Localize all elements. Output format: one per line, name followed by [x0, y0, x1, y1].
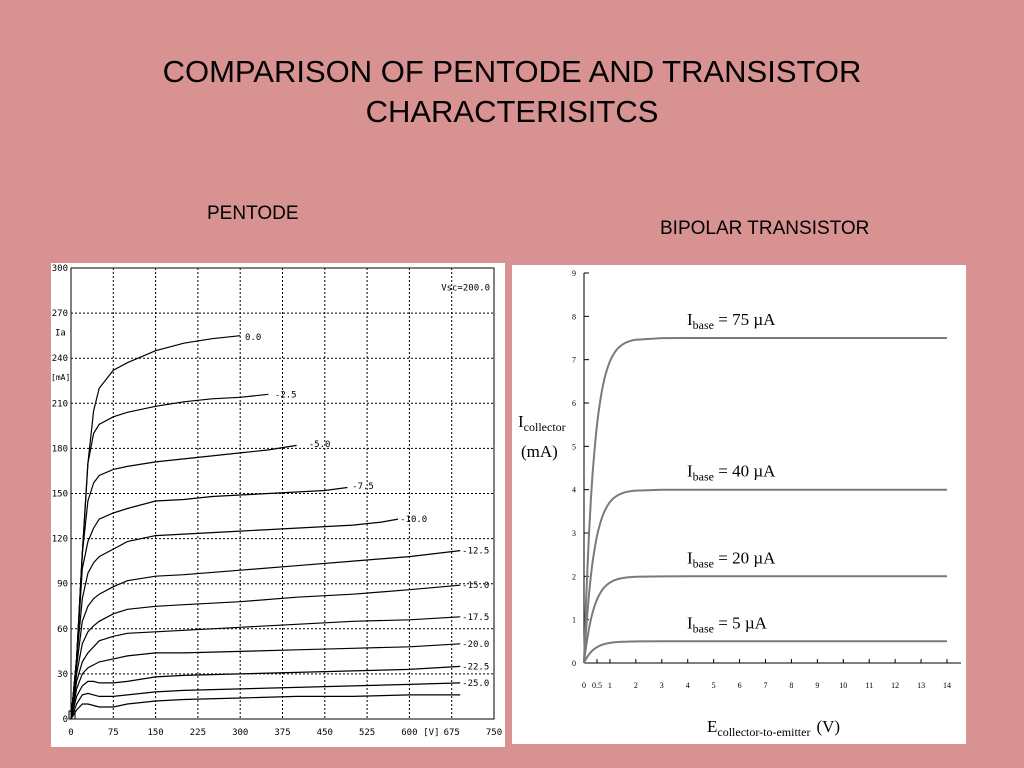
pentode-y-tick-label: 210	[52, 399, 68, 409]
bjt-x-tick-label: 7	[764, 681, 768, 690]
pentode-y-tick-label: 150	[52, 490, 68, 500]
pentode-curve	[70, 444, 297, 720]
bjt-y-tick-label: 5	[572, 442, 576, 451]
pentode-curve	[70, 616, 461, 720]
bjt-curve	[583, 640, 947, 664]
bjt-curve	[583, 337, 947, 664]
pentode-x-tick-label: 150	[147, 728, 163, 738]
bjt-curve-label: Ibase = 5 µA	[687, 613, 768, 635]
bjt-x-tick-label: 3	[660, 681, 664, 690]
bjt-x-tick-label: 1	[608, 681, 612, 690]
pentode-curve	[70, 665, 461, 720]
bjt-curve-label: Ibase = 75 µA	[687, 310, 776, 332]
pentode-curve-label: -12.5	[462, 547, 489, 557]
bjt-x-tick-label: 10	[839, 681, 847, 690]
bjt-x-tick-label: 0.5	[592, 681, 602, 690]
slide-title-line1: COMPARISON OF PENTODE AND TRANSISTOR	[162, 54, 862, 89]
bjt-x-tick-label: 2	[634, 681, 638, 690]
pentode-y-unit: [mA]	[51, 373, 70, 382]
pentode-chart: 0 75 150 225 300 375 450 525 600 675 750 0 30 60 90 120…	[51, 264, 502, 738]
bjt-curve	[583, 575, 947, 664]
bjt-x-tick-label: 12	[891, 681, 899, 690]
pentode-curve	[70, 643, 461, 720]
bjt-y-unit: (mA)	[521, 442, 558, 461]
pentode-y-tick-label: 180	[52, 444, 68, 454]
pentode-chart-panel: 0 75 150 225 300 375 450 525 600 675 750 0 30 60 90 120…	[51, 263, 505, 747]
pentode-curve-label: -5.0	[309, 440, 331, 450]
pentode-y-tick-label: 300	[52, 264, 68, 274]
pentode-curve-label: -15.0	[462, 581, 489, 591]
pentode-y-tick-label: 60	[57, 625, 68, 635]
pentode-x-tick-label: 75	[108, 728, 119, 738]
bjt-y-tick-label: 2	[572, 572, 576, 581]
pentode-y-tick-label: 90	[57, 580, 68, 590]
bjt-x-tick-label: 0	[582, 681, 586, 690]
bjt-y-tick-label: 7	[572, 356, 576, 365]
bjt-y-tick-label: 0	[572, 659, 576, 668]
bjt-x-tick-label: 13	[917, 681, 925, 690]
pentode-curve	[70, 518, 399, 720]
bjt-y-tick-label: 1	[572, 616, 576, 625]
pentode-curve-label: -20.0	[462, 640, 489, 650]
bjt-y-tick-label: 3	[572, 529, 576, 538]
bjt-x-tick-label: 11	[865, 681, 873, 690]
pentode-x-tick-label: 225	[190, 728, 206, 738]
bjt-y-tick-label: 8	[572, 312, 576, 321]
pentode-curve	[70, 694, 461, 720]
pentode-y-tick-label: 0	[63, 715, 68, 725]
slide-title-line2: CHARACTERISITCS	[365, 94, 659, 129]
slide-title: COMPARISON OF PENTODE AND TRANSISTOR CHA…	[0, 52, 1024, 132]
pentode-x-tick-label: 600	[401, 728, 417, 738]
bjt-y-tick-label: 4	[572, 486, 576, 495]
bjt-x-tick-label: 14	[943, 681, 951, 690]
pentode-label: PENTODE	[207, 203, 299, 224]
pentode-curve-label: -17.5	[462, 613, 489, 623]
pentode-origin-marker	[68, 710, 76, 720]
bjt-x-label: Ecollector-to-emitter (V)	[707, 717, 840, 739]
pentode-y-label: Ia	[55, 329, 66, 339]
pentode-y-tick-label: 120	[52, 535, 68, 545]
bjt-x-tick-label: 4	[686, 681, 690, 690]
pentode-curve-label: -10.0	[400, 515, 427, 525]
pentode-curve-label: -7.5	[352, 482, 374, 492]
pentode-x-tick-label: 525	[359, 728, 375, 738]
pentode-x-tick-label: 375	[274, 728, 290, 738]
pentode-x-tick-label: 300	[232, 728, 248, 738]
pentode-curve-label: -2.5	[275, 390, 297, 400]
bjt-curve-label: Ibase = 20 µA	[687, 548, 776, 570]
pentode-x-tick-label: 0	[68, 728, 73, 738]
bjt-curve	[583, 488, 947, 664]
pentode-curve	[70, 486, 348, 720]
pentode-curve	[70, 550, 461, 720]
pentode-y-tick-label: 270	[52, 309, 68, 319]
pentode-x-tick-label: 450	[317, 728, 333, 738]
bjt-x-tick-label: 8	[789, 681, 793, 690]
pentode-x-tick-label: 750	[486, 728, 502, 738]
pentode-curve	[70, 584, 461, 720]
bjt-chart-panel: 0 1 2 3 4 5 6 7 8 9 0 0.5 1 2 3 4 5 6 7 8 9 10 11 12 13 14 Icollec…	[512, 265, 966, 744]
bjt-x-tick-label: 9	[815, 681, 819, 690]
pentode-x-unit: [V]	[423, 728, 439, 738]
pentode-y-tick-label: 30	[57, 670, 68, 680]
pentode-curve-label: -25.0	[462, 679, 489, 689]
pentode-curve	[70, 393, 269, 720]
bjt-curve-label: Ibase = 40 µA	[687, 462, 776, 484]
pentode-y-tick-label: 240	[52, 354, 68, 364]
bjt-x-tick-label: 6	[738, 681, 742, 690]
bjt-y-label: Icollector	[518, 412, 566, 434]
pentode-curve-label: -22.5	[462, 662, 489, 672]
pentode-x-tick-label: 675	[444, 728, 460, 738]
pentode-plot-frame	[70, 267, 495, 720]
bipolar-transistor-label: BIPOLAR TRANSISTOR	[660, 218, 870, 239]
bjt-y-tick-label: 6	[572, 399, 576, 408]
pentode-curve	[70, 682, 461, 720]
pentode-annotation: Vsc=200.0	[441, 284, 490, 294]
bjt-y-tick-label: 9	[572, 269, 576, 278]
pentode-curve-label: 0.0	[245, 333, 261, 343]
bjt-x-tick-label: 5	[712, 681, 716, 690]
